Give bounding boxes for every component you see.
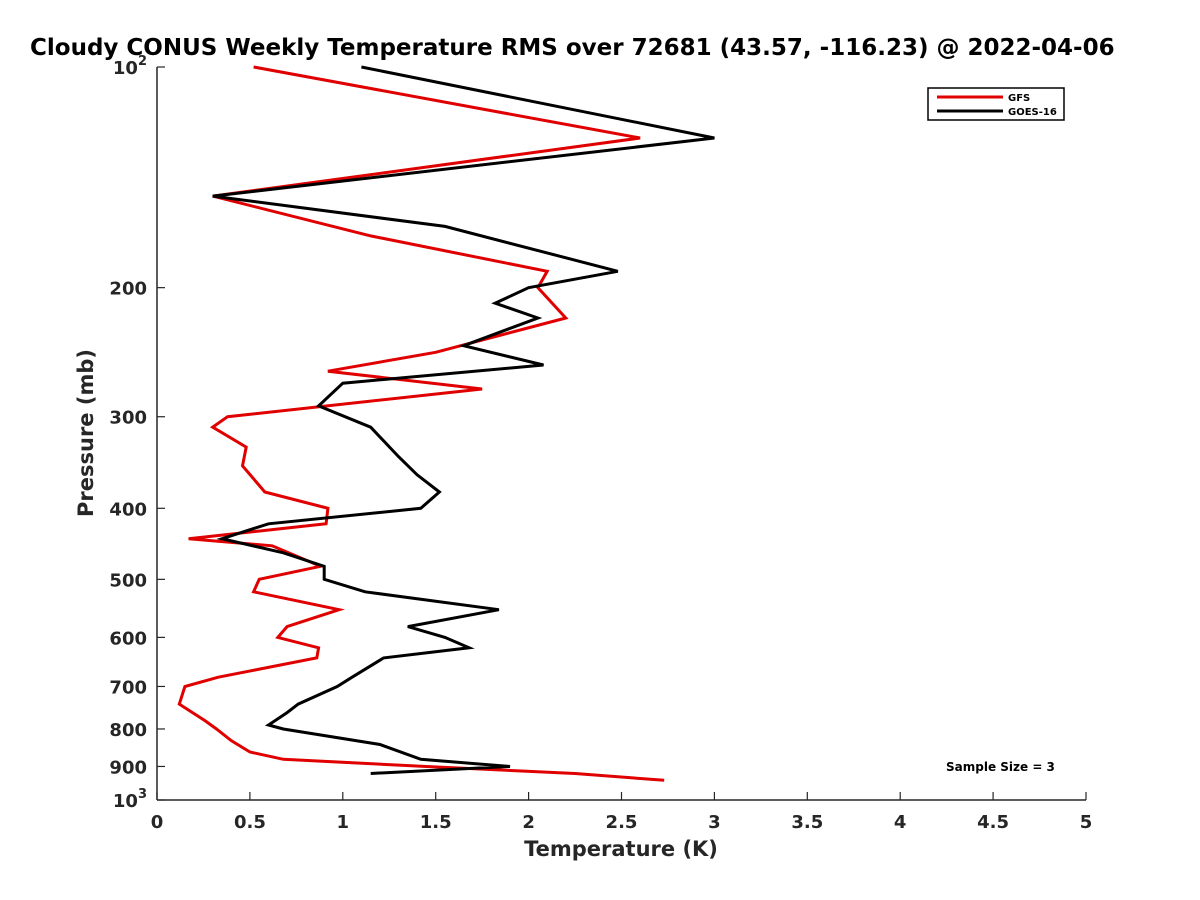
y-tick-label: 800: [109, 720, 147, 741]
y-tick-label: 700: [109, 677, 147, 698]
series-line-gfs: [177, 65, 665, 782]
y-tick-label: 500: [109, 570, 147, 591]
y-tick-label: 102: [113, 54, 147, 79]
y-tick-label: 300: [109, 408, 147, 429]
x-tick-label: 4.5: [977, 812, 1009, 833]
x-tick-label: 1.5: [420, 812, 452, 833]
x-tick-label: 2: [522, 812, 535, 833]
x-ticks: 0 0.5 1 1.5 2 2.5 3 3.5 4 4.5 5: [151, 792, 1093, 833]
x-axis-label: Temperature (K): [524, 837, 718, 861]
x-tick-label: 3.5: [791, 812, 823, 833]
chart-title: Cloudy CONUS Weekly Temperature RMS over…: [30, 35, 1115, 61]
y-ticks: 102 200 300 400 500 600 700 800 900 103: [109, 54, 165, 812]
x-tick-label: 5: [1080, 812, 1093, 833]
x-tick-label: 0: [151, 812, 164, 833]
legend-box: [927, 87, 1065, 121]
x-tick-label: 3: [708, 812, 721, 833]
sample-size-annotation: Sample Size = 3: [946, 760, 1055, 774]
y-tick-label: 400: [109, 499, 147, 520]
y-tick-label: 600: [109, 628, 147, 649]
y-tick-label: 900: [109, 757, 147, 778]
series-layer: [177, 65, 715, 782]
legend-label-gfs: GFS: [1008, 93, 1030, 104]
y-tick-label: 200: [109, 279, 147, 300]
y-axis-label: Pressure (mb): [74, 349, 98, 517]
series-line-goes16: [212, 65, 715, 775]
legend: GFS GOES-16: [927, 87, 1065, 121]
x-tick-label: 0.5: [234, 812, 266, 833]
legend-label-goes16: GOES-16: [1008, 107, 1057, 118]
x-tick-label: 2.5: [606, 812, 638, 833]
x-tick-label: 1: [337, 812, 350, 833]
y-tick-label: 103: [113, 787, 147, 812]
x-tick-label: 4: [894, 812, 907, 833]
